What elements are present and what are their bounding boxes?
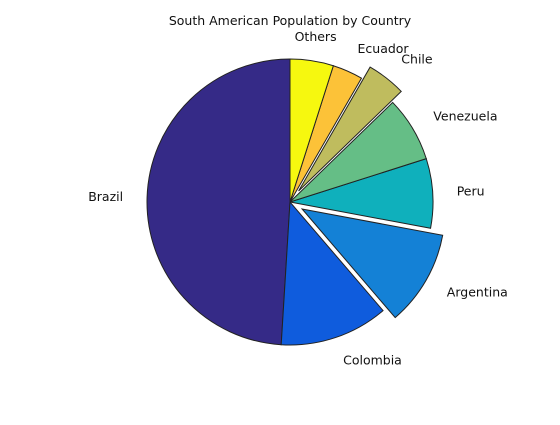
pie-slice-venezuela [289, 101, 427, 203]
pie-slice-colombia [280, 200, 384, 346]
pie-label-others: Others [295, 29, 337, 44]
pie-label-chile: Chile [401, 51, 433, 66]
pie-label-brazil: Brazil [88, 189, 123, 204]
pie-slice-chile [298, 66, 402, 192]
pie-slice-brazil [146, 58, 291, 346]
pie-label-ecuador: Ecuador [358, 41, 410, 56]
pie-labels: Brazil Colombia Argentina Peru Venezuela Chil… [88, 29, 508, 367]
pie-label-argentina: Argentina [447, 285, 508, 300]
pie-label-peru: Peru [457, 184, 485, 199]
pie-slices [146, 58, 444, 346]
chart-title: South American Population by Country [169, 13, 412, 28]
pie-slice-argentina [300, 208, 444, 319]
pie-slice-others [289, 58, 334, 203]
pie-label-venezuela: Venezuela [433, 108, 497, 123]
pie-label-colombia: Colombia [343, 352, 402, 367]
